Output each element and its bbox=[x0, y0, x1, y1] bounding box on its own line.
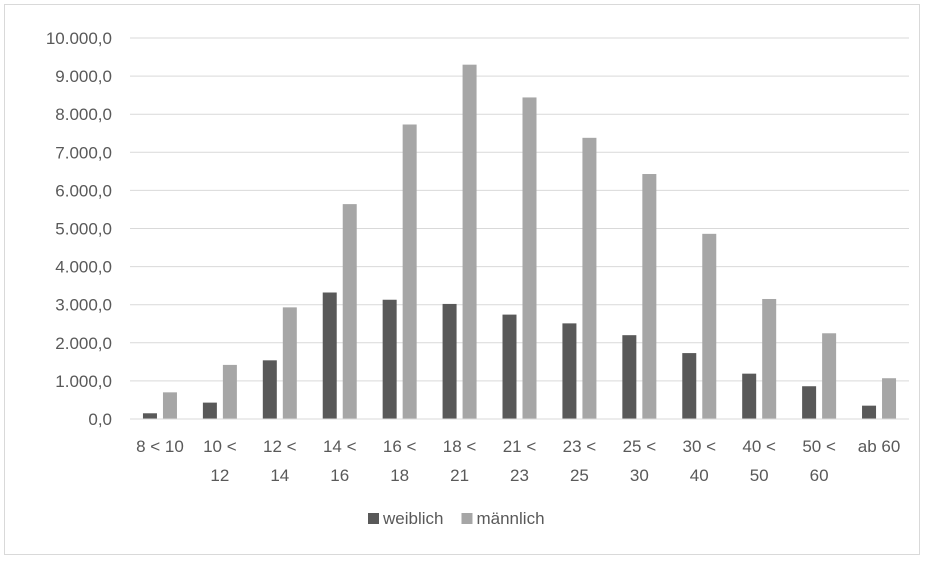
y-tick-label: 10.000,0 bbox=[46, 29, 112, 48]
bars bbox=[142, 64, 897, 420]
x-tick-label: 14 bbox=[270, 466, 289, 485]
legend-label-weiblich: weiblich bbox=[382, 509, 443, 528]
bar-weiblich bbox=[742, 373, 757, 419]
y-tick-label: 5.000,0 bbox=[55, 220, 112, 239]
y-tick-label: 4.000,0 bbox=[55, 258, 112, 277]
bar-weiblich bbox=[382, 299, 397, 419]
bar-männlich bbox=[282, 307, 297, 419]
legend: weiblich männlich bbox=[368, 509, 545, 528]
x-tick-label: 21 bbox=[450, 466, 469, 485]
x-tick-label: 16 < bbox=[383, 437, 417, 456]
x-axis: 8 < 10 10 < 12 12 < 14 14 < 16 16 < 18 18 < 21 21 <… bbox=[136, 437, 900, 485]
x-tick-label: 12 < bbox=[263, 437, 297, 456]
bar-männlich bbox=[762, 298, 777, 419]
bar-weiblich bbox=[142, 413, 157, 419]
bar-männlich bbox=[882, 378, 897, 419]
y-tick-label: 6.000,0 bbox=[55, 181, 112, 200]
bar-männlich bbox=[402, 124, 417, 419]
x-tick-label: 23 < bbox=[563, 437, 597, 456]
x-tick-label: 30 bbox=[630, 466, 649, 485]
bar-weiblich bbox=[562, 323, 577, 419]
x-tick-label: ab 60 bbox=[858, 437, 901, 456]
bar-männlich bbox=[462, 64, 477, 420]
y-tick-label: 3.000,0 bbox=[55, 296, 112, 315]
bar-weiblich bbox=[622, 335, 637, 419]
x-tick-label: 8 < 10 bbox=[136, 437, 184, 456]
y-tick-label: 1.000,0 bbox=[55, 372, 112, 391]
x-tick-label: 25 < bbox=[623, 437, 657, 456]
x-tick-label: 25 bbox=[570, 466, 589, 485]
x-tick-label: 60 bbox=[810, 466, 829, 485]
bar-männlich bbox=[162, 392, 177, 419]
bar-männlich bbox=[222, 364, 237, 419]
y-axis: 0,0 1.000,0 2.000,0 3.000,0 4.000,0 5.000,0 6.… bbox=[46, 29, 112, 429]
y-tick-label: 2.000,0 bbox=[55, 334, 112, 353]
x-tick-label: 40 bbox=[690, 466, 709, 485]
x-tick-label: 50 < bbox=[802, 437, 836, 456]
x-tick-label: 12 bbox=[210, 466, 229, 485]
x-tick-label: 23 bbox=[510, 466, 529, 485]
gridlines bbox=[130, 37, 909, 382]
bar-männlich bbox=[822, 333, 837, 419]
bar-männlich bbox=[642, 174, 657, 419]
legend-swatch-männlich bbox=[461, 513, 473, 524]
chart-frame: 0,0 1.000,0 2.000,0 3.000,0 4.000,0 5.000,0 6.… bbox=[4, 4, 920, 555]
x-tick-label: 30 < bbox=[682, 437, 716, 456]
x-tick-label: 50 bbox=[750, 466, 769, 485]
bar-weiblich bbox=[322, 292, 337, 419]
bar-chart: 0,0 1.000,0 2.000,0 3.000,0 4.000,0 5.000,0 6.… bbox=[46, 29, 909, 528]
x-tick-label: 18 bbox=[390, 466, 409, 485]
bar-weiblich bbox=[502, 314, 517, 419]
x-tick-label: 14 < bbox=[323, 437, 357, 456]
bar-weiblich bbox=[862, 405, 877, 419]
bar-weiblich bbox=[442, 303, 457, 419]
x-tick-label: 10 < bbox=[203, 437, 237, 456]
bar-männlich bbox=[702, 233, 717, 419]
bar-weiblich bbox=[262, 360, 277, 419]
y-tick-label: 9.000,0 bbox=[55, 67, 112, 86]
bar-weiblich bbox=[202, 402, 217, 419]
y-tick-label: 8.000,0 bbox=[55, 105, 112, 124]
bar-männlich bbox=[342, 204, 357, 419]
bar-weiblich bbox=[802, 386, 817, 419]
x-tick-label: 40 < bbox=[742, 437, 776, 456]
y-tick-label: 0,0 bbox=[88, 410, 112, 429]
bar-männlich bbox=[582, 137, 597, 419]
x-tick-label: 16 bbox=[330, 466, 349, 485]
legend-swatch-weiblich bbox=[368, 513, 379, 524]
legend-label-männlich: männlich bbox=[476, 509, 544, 528]
bar-weiblich bbox=[682, 353, 697, 419]
bar-männlich bbox=[522, 97, 537, 419]
y-tick-label: 7.000,0 bbox=[55, 143, 112, 162]
x-tick-label: 18 < bbox=[443, 437, 477, 456]
x-tick-label: 21 < bbox=[503, 437, 537, 456]
